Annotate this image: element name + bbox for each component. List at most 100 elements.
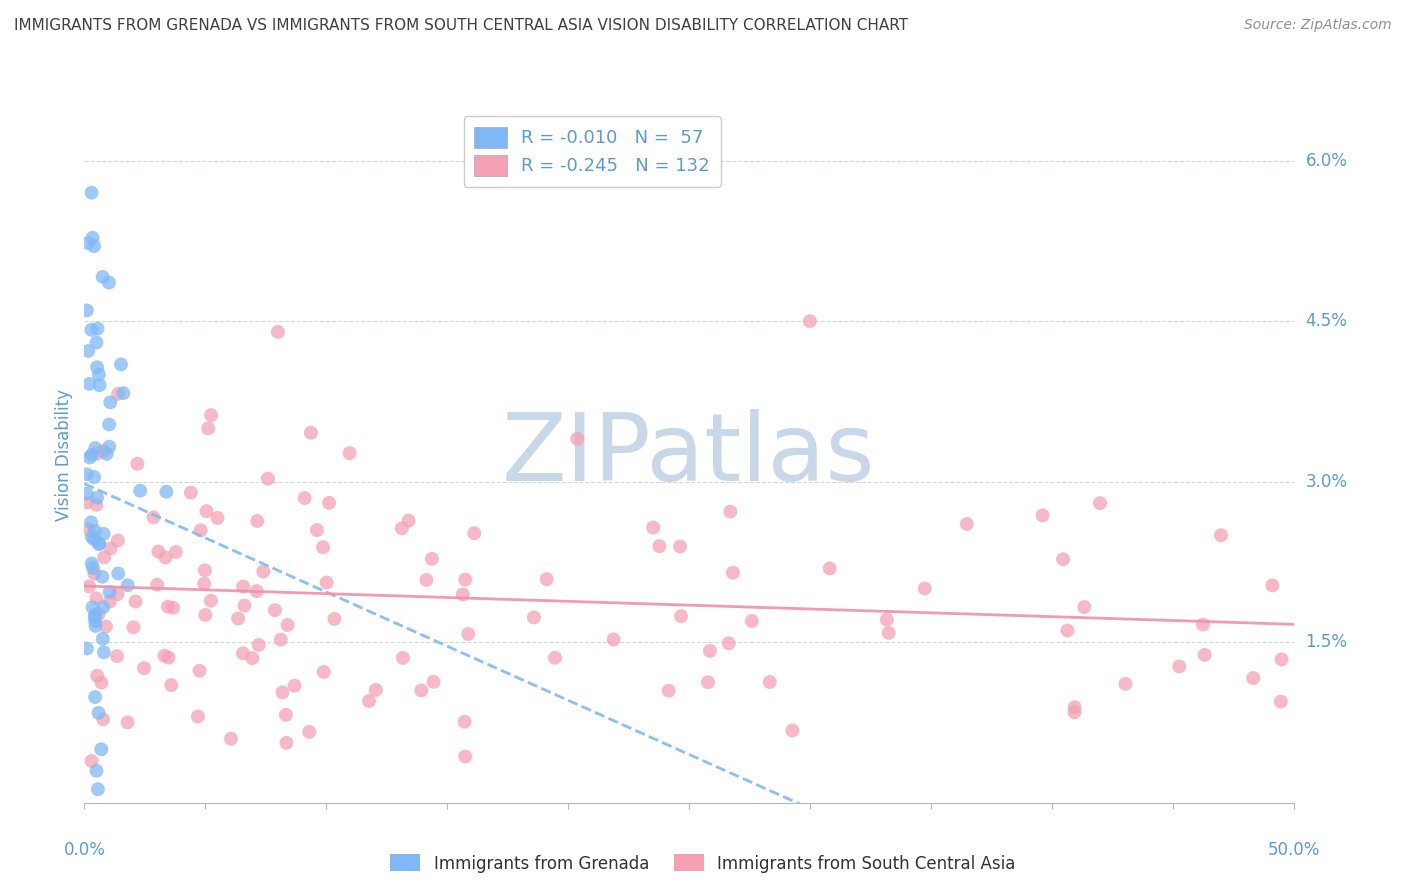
Point [93,526,115,541]
Point [112,386,135,401]
Point [240,651,263,665]
Point [180,485,202,500]
Point [190,524,212,538]
Point [110,358,132,372]
Point [83,524,105,538]
Point [420,552,443,566]
Point [84,690,107,704]
Point [86,321,108,335]
Point [200,593,222,607]
Point [117,578,139,592]
Point [160,678,183,692]
Point [87,782,110,797]
Point [226,611,249,625]
Point [357,694,380,708]
Point [142,510,165,524]
Point [1056,624,1078,638]
Point [157,650,180,665]
Legend: Immigrants from Grenada, Immigrants from South Central Asia: Immigrants from Grenada, Immigrants from… [384,847,1022,880]
Point [107,587,129,601]
Point [1168,659,1191,673]
Point [699,644,721,658]
Point [90,742,112,756]
Text: 0.0%: 0.0% [63,841,105,859]
Point [86,491,108,505]
Point [1261,578,1284,592]
Point [195,504,218,518]
Point [207,511,229,525]
Point [100,541,122,556]
Point [233,599,256,613]
Point [422,674,444,689]
Point [246,584,269,599]
Point [132,661,155,675]
Point [299,425,322,440]
Text: 6.0%: 6.0% [1306,152,1347,169]
Point [107,566,129,581]
Point [1063,700,1085,714]
Point [283,679,305,693]
Point [312,665,335,679]
Point [276,736,298,750]
Point [392,651,415,665]
Point [86,360,108,375]
Point [536,572,558,586]
Point [876,613,898,627]
Point [162,600,184,615]
Point [80,186,103,200]
Point [232,580,254,594]
Point [91,570,114,584]
Point [658,683,681,698]
Point [219,731,242,746]
Point [257,472,280,486]
Point [187,709,209,723]
Point [98,594,121,608]
Point [124,594,146,608]
Text: 4.5%: 4.5% [1306,312,1347,330]
Point [86,335,108,350]
Point [274,707,297,722]
Point [741,614,763,628]
Point [84,615,107,629]
Point [77,579,100,593]
Point [1063,705,1085,719]
Point [718,505,741,519]
Point [247,638,270,652]
Point [232,646,254,660]
Point [194,563,217,577]
Point [86,498,108,512]
Text: 3.0%: 3.0% [1306,473,1347,491]
Point [87,537,110,551]
Point [271,685,294,699]
Point [721,566,744,580]
Point [107,386,129,401]
Point [669,609,692,624]
Point [364,682,387,697]
Point [80,516,103,530]
Point [84,607,107,622]
Point [97,276,120,290]
Point [463,526,485,541]
Point [1194,648,1216,662]
Point [648,539,671,553]
Point [83,532,105,546]
Point [252,565,274,579]
Point [305,523,328,537]
Text: 50.0%: 50.0% [1267,841,1320,859]
Point [669,540,692,554]
Point [246,514,269,528]
Point [277,618,299,632]
Point [91,444,114,458]
Point [98,417,121,432]
Point [264,603,287,617]
Point [105,649,128,664]
Point [86,764,108,778]
Legend: R = -0.010   N =  57, R = -0.245   N = 132: R = -0.010 N = 57, R = -0.245 N = 132 [464,116,721,186]
Text: 1.5%: 1.5% [1306,633,1347,651]
Point [98,585,121,599]
Point [89,378,111,392]
Point [84,441,107,455]
Point [91,712,114,726]
Point [1192,617,1215,632]
Point [157,599,180,614]
